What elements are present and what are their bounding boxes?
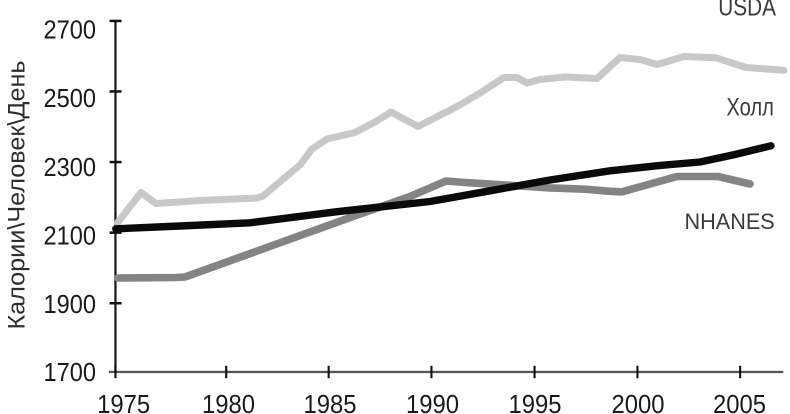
svg-text:1985: 1985 (304, 391, 357, 414)
svg-text:2005: 2005 (713, 391, 766, 414)
svg-text:1990: 1990 (406, 391, 459, 414)
svg-text:1975: 1975 (97, 391, 150, 414)
svg-text:Калории\Человек\День: Калории\Человек\День (4, 61, 31, 330)
svg-text:NHANES: NHANES (685, 209, 775, 234)
svg-text:2000: 2000 (612, 391, 665, 414)
svg-text:1980: 1980 (202, 391, 255, 414)
svg-text:2500: 2500 (44, 85, 97, 113)
svg-text:1995: 1995 (509, 391, 562, 414)
svg-text:2700: 2700 (44, 16, 97, 44)
svg-text:2100: 2100 (44, 223, 97, 251)
svg-text:1900: 1900 (44, 291, 97, 319)
svg-text:USDA: USDA (718, 0, 776, 21)
svg-text:2300: 2300 (44, 154, 97, 182)
svg-text:Холл: Холл (726, 94, 774, 122)
svg-text:1700: 1700 (44, 359, 97, 387)
